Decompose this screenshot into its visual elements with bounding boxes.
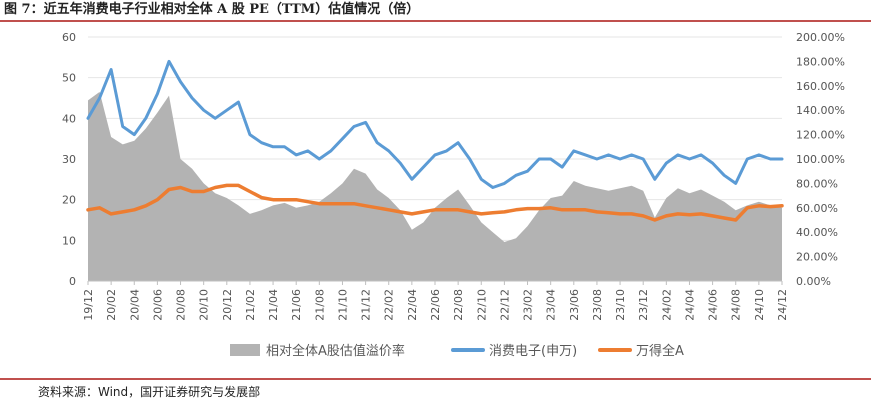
left-tick-label: 0	[69, 275, 76, 288]
x-tick-label: 22/12	[498, 289, 511, 321]
x-tick-label: 20/12	[221, 289, 234, 321]
x-tick-label: 20/10	[198, 289, 211, 321]
x-tick-label: 23/02	[522, 289, 535, 321]
right-tick-label: 180.00%	[796, 55, 845, 68]
figure-title: 图 7：近五年消费电子行业相对全体 A 股 PE（TTM）估值情况（倍）	[4, 2, 420, 17]
x-tick-label: 23/08	[591, 289, 604, 321]
left-tick-label: 40	[62, 112, 76, 125]
right-tick-label: 100.00%	[796, 153, 845, 166]
right-tick-label: 200.00%	[796, 31, 845, 44]
x-tick-label: 21/08	[313, 289, 326, 321]
x-tick-label: 23/04	[545, 289, 558, 321]
left-tick-label: 60	[62, 31, 76, 44]
x-tick-label: 20/06	[151, 289, 164, 321]
x-tick-label: 20/04	[128, 289, 141, 321]
x-tick-label: 22/06	[429, 289, 442, 321]
left-tick-label: 20	[62, 194, 76, 207]
right-tick-label: 120.00%	[796, 129, 845, 142]
right-tick-label: 20.00%	[796, 251, 838, 264]
title-rule	[0, 20, 871, 22]
legend-label: 相对全体A股估值溢价率	[266, 343, 405, 359]
right-tick-label: 140.00%	[796, 104, 845, 117]
x-tick-label: 21/12	[360, 289, 373, 321]
right-tick-label: 160.00%	[796, 80, 845, 93]
legend-label: 消费电子(申万)	[489, 344, 577, 359]
left-axis-ticks: 0 10 20 30 40 50 60	[62, 31, 76, 288]
x-tick-label: 20/08	[175, 289, 188, 321]
right-tick-label: 80.00%	[796, 177, 838, 190]
left-tick-label: 10	[62, 234, 76, 247]
x-tick-label: 23/10	[614, 289, 627, 321]
x-tick-label: 21/06	[290, 289, 303, 321]
source-rule	[0, 378, 871, 380]
x-tick-label: 21/02	[244, 289, 257, 321]
x-tick-label: 22/02	[383, 289, 396, 321]
consumer-electronics-series	[86, 59, 784, 189]
x-tick-label: 22/10	[475, 289, 488, 321]
series-line	[86, 59, 784, 189]
x-tick-label: 21/04	[267, 289, 280, 321]
left-tick-label: 50	[62, 72, 76, 85]
legend: 相对全体A股估值溢价率 消费电子(申万) 万得全A	[230, 343, 684, 359]
x-tick-label: 19/12	[82, 289, 95, 321]
x-tick-label: 22/04	[406, 289, 419, 321]
x-tick-label: 24/10	[753, 289, 766, 321]
right-tick-label: 0.00%	[796, 275, 831, 288]
x-tick-label: 22/08	[452, 289, 465, 321]
right-tick-label: 40.00%	[796, 226, 838, 239]
x-tick-label: 23/06	[568, 289, 581, 321]
x-tick-label: 23/12	[637, 289, 650, 321]
x-tick-label: 24/02	[660, 289, 673, 321]
left-tick-label: 30	[62, 153, 76, 166]
right-axis-ticks: 0.00% 20.00% 40.00% 60.00% 80.00% 100.00% 120.…	[796, 31, 845, 288]
x-tick-label: 24/08	[730, 289, 743, 321]
premium-area-series	[88, 91, 782, 282]
right-tick-label: 60.00%	[796, 202, 838, 215]
x-tick-label: 24/04	[683, 289, 696, 321]
source-note: 资料来源：Wind，国开证券研究与发展部	[38, 385, 261, 399]
premium-area	[88, 91, 782, 282]
x-tick-label: 24/12	[776, 289, 789, 321]
x-tick-label: 21/10	[336, 289, 349, 321]
pe-chart: 0 10 20 30 40 50 60 0.00% 20.00% 40.00% 60.00% 80.…	[62, 31, 845, 359]
wind-all-a-series	[86, 183, 784, 222]
x-tick-label: 20/02	[105, 289, 118, 321]
x-tick-label: 24/06	[707, 289, 720, 321]
series-line	[86, 183, 784, 222]
x-axis-ticks: 19/12 20/02 20/04 20/06 20/08 20/10 20/12 21/02…	[82, 280, 789, 321]
legend-swatch-area	[230, 344, 260, 356]
legend-label: 万得全A	[636, 343, 684, 359]
